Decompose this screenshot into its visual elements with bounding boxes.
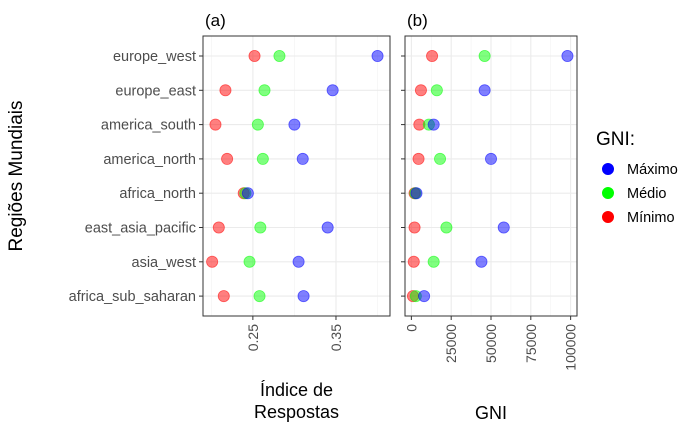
panel-b-grid [405, 36, 577, 316]
legend-label: Mínimo [627, 210, 675, 226]
point-máximo-america_south [288, 118, 301, 131]
point-mínimo-asia_west [407, 255, 420, 268]
x-tick-label: 0.25 [245, 324, 261, 351]
point-médio-east_asia_pacific [440, 221, 453, 234]
point-mínimo-europe_west [426, 50, 439, 63]
point-mínimo-asia_west [206, 255, 219, 268]
panel-b-x-ticks: 0 25000 50000 75000 100000 [403, 316, 579, 371]
y-axis-label: Regiões Mundiais [6, 100, 27, 251]
panel-a-y-ticks [199, 55, 203, 297]
point-máximo-east_asia_pacific [321, 221, 334, 234]
panel-a-tag: (a) [205, 11, 226, 30]
panel-b: 0 25000 50000 75000 100000 (b) GNI [401, 11, 579, 423]
legend-swatch-mínimo [602, 210, 615, 223]
legend: GNI: Máximo Médio Mínimo [596, 129, 678, 226]
point-mínimo-europe_east [219, 84, 232, 97]
point-mínimo-america_north [412, 152, 425, 165]
point-mínimo-east_asia_pacific [408, 221, 421, 234]
panel-a-border [202, 35, 391, 317]
point-médio-east_asia_pacific [254, 221, 267, 234]
panel-b-tag: (b) [407, 11, 428, 30]
legend-swatch-médio [602, 186, 615, 199]
x-tick-label: 25000 [443, 324, 459, 363]
y-axis-category-labels: europe_west europe_east america_southameri… [69, 49, 196, 305]
point-máximo-europe_east [478, 84, 491, 97]
point-máximo-asia_west [475, 255, 488, 268]
point-máximo-east_asia_pacific [497, 221, 510, 234]
legend-label: Médio [627, 186, 667, 202]
x-tick-label: 0 [403, 324, 419, 332]
category-label-europe_west: europe_west [113, 49, 196, 65]
x-tick-label: 100000 [563, 324, 579, 371]
point-mínimo-europe_west [248, 50, 261, 63]
x-axis-label-line: Índice de [260, 380, 333, 400]
panel-a-background [203, 36, 390, 316]
panel-b-x-axis-label: GNI [475, 403, 507, 423]
x-tick-label: 0.35 [328, 324, 344, 351]
panel-a-x-axis-label: Índice de Respostas [254, 380, 339, 422]
point-médio-africa_sub_saharan [253, 290, 266, 303]
panel-a-points [206, 50, 384, 303]
x-tick-label: 75000 [523, 324, 539, 363]
point-médio-america_south [251, 118, 264, 131]
point-médio-america_north [256, 152, 269, 165]
category-label-america_south: america_south [101, 118, 196, 134]
point-médio-europe_west [478, 50, 491, 63]
point-mínimo-america_north [221, 152, 234, 165]
point-máximo-africa_sub_saharan [297, 290, 310, 303]
category-label-africa_sub_saharan: africa_sub_saharan [69, 289, 196, 305]
category-label-europe_east: europe_east [115, 83, 196, 99]
category-label-asia_west: asia_west [132, 255, 196, 271]
panel-b-points [406, 50, 574, 303]
point-médio-asia_west [243, 255, 256, 268]
point-médio-europe_west [273, 50, 286, 63]
point-máximo-america_north [296, 152, 309, 165]
category-label-america_north: america_north [103, 152, 196, 168]
x-axis-label-line: Respostas [254, 402, 339, 422]
point-máximo-africa_sub_saharan [418, 290, 431, 303]
panel-b-y-ticks [401, 55, 405, 297]
point-médio-europe_east [430, 84, 443, 97]
x-axis-label-line: GNI [475, 403, 507, 423]
panel-a-x-ticks: 0.25 0.35 [245, 316, 344, 351]
point-máximo-africa_north [241, 187, 254, 200]
point-médio-asia_west [427, 255, 440, 268]
legend-label: Máximo [627, 162, 678, 178]
point-máximo-africa_north [410, 187, 423, 200]
point-médio-america_north [434, 152, 447, 165]
point-máximo-america_south [427, 118, 440, 131]
point-mínimo-america_south [209, 118, 222, 131]
point-máximo-europe_west [561, 50, 574, 63]
panel-a: 0.25 0.35 (a) Índice de Respostas [199, 11, 391, 422]
legend-swatch-máximo [602, 162, 615, 175]
point-máximo-europe_west [371, 50, 384, 63]
point-máximo-europe_east [326, 84, 339, 97]
point-mínimo-europe_east [414, 84, 427, 97]
point-mínimo-east_asia_pacific [212, 221, 225, 234]
category-label-east_asia_pacific: east_asia_pacific [85, 221, 196, 237]
legend-title: GNI: [596, 129, 635, 150]
category-label-africa_north: africa_north [119, 186, 196, 202]
legend-entries: Máximo Médio Mínimo [602, 162, 678, 226]
x-tick-label: 50000 [483, 324, 499, 363]
point-máximo-asia_west [292, 255, 305, 268]
point-máximo-america_north [484, 152, 497, 165]
point-médio-europe_east [258, 84, 271, 97]
point-mínimo-africa_sub_saharan [217, 290, 230, 303]
